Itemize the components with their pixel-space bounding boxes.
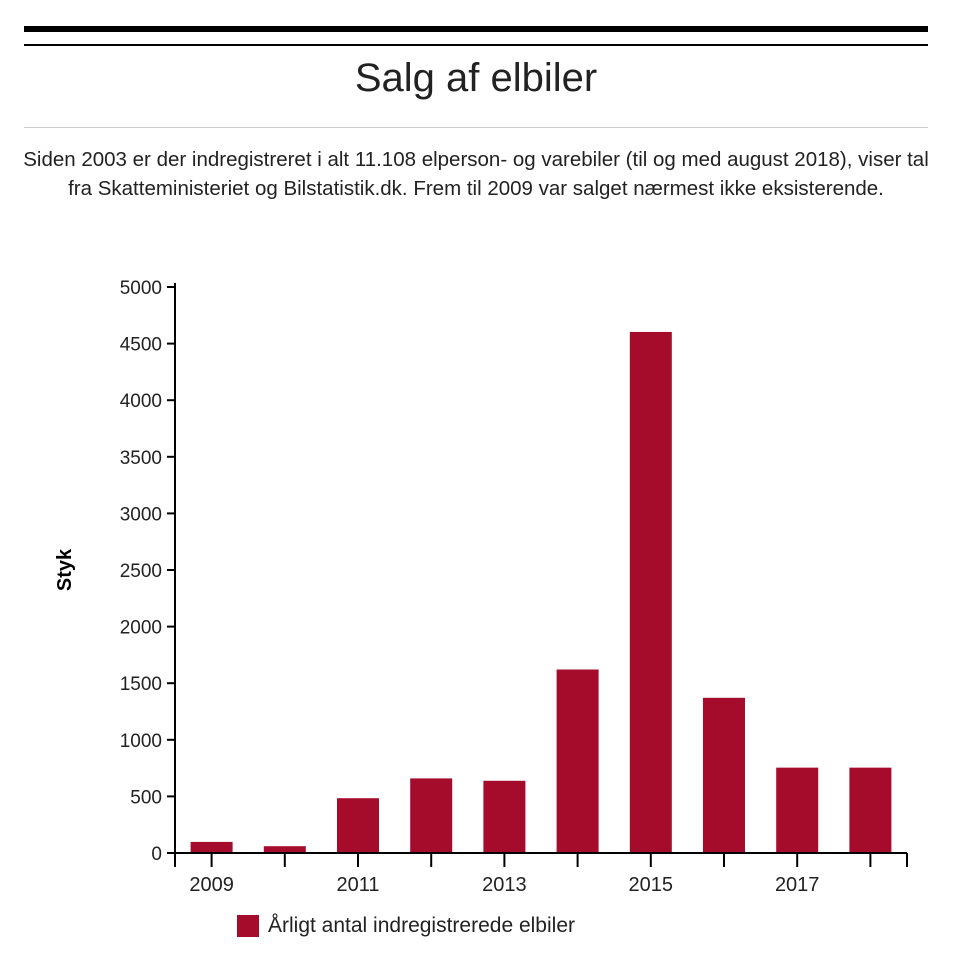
y-tick-label: 500 [130,787,162,808]
y-tick-label: 0 [151,844,162,865]
bar-2010 [263,846,306,853]
header-rule [24,44,928,46]
legend-swatch [237,915,259,937]
y-tick-label: 4000 [120,391,162,412]
bar-2018 [849,767,892,853]
y-tick-label: 1500 [120,674,162,695]
y-tick-label: 2000 [120,618,162,639]
x-tick-label: 2011 [336,874,379,896]
x-tick-label: 2015 [629,874,674,896]
x-tick-label: 2009 [189,874,234,896]
bar-2015 [629,331,672,853]
bar-2016 [703,697,745,853]
bar-2014 [556,669,599,853]
y-tick-label: 3500 [120,448,162,469]
y-tick-label: 1000 [120,731,162,752]
legend-label: Årligt antal indregistrerede elbiler [268,914,575,937]
chart-title: Salg af elbiler [354,56,598,100]
y-tick-label: 5000 [120,278,162,299]
y-tick-label: 4500 [120,335,162,356]
y-tick-label: 3000 [120,504,162,525]
bar-2012 [410,778,453,853]
bar-2013 [483,780,526,853]
bar-2011 [337,798,379,853]
title-divider [24,127,928,128]
x-tick-label: 2017 [775,874,820,896]
chart-subtitle: Siden 2003 er der indregistreret i alt 1… [23,148,929,200]
top-rule [24,26,928,32]
bar-2017 [776,767,819,853]
x-tick-label: 2013 [482,874,527,896]
bar-2009 [190,841,233,853]
y-tick-label: 2500 [120,561,162,582]
y-axis-label: Styk [54,548,76,591]
legend[interactable]: Årligt antal indregistrerede elbiler [237,914,575,938]
